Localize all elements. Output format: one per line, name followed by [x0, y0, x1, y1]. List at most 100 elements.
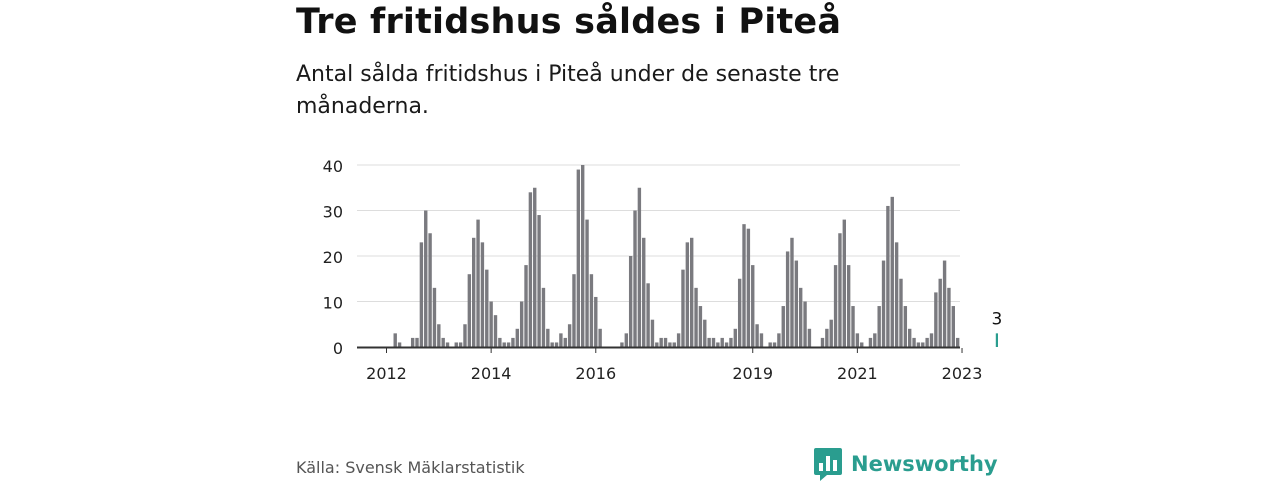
- bar: [694, 287, 698, 347]
- bar: [594, 296, 598, 347]
- bar: [755, 324, 759, 347]
- bar: [598, 328, 602, 347]
- bar: [663, 337, 668, 347]
- bar: [432, 287, 437, 347]
- bar: [916, 342, 921, 347]
- bar: [472, 237, 476, 347]
- bar: [851, 306, 855, 347]
- bar: [576, 169, 581, 347]
- bar: [541, 287, 546, 347]
- axis-labels: 0 10 20 30 40 3 2012 2014 2016 2019 2021 2023: [323, 157, 1003, 383]
- bar: [838, 233, 842, 347]
- bar: [585, 219, 589, 347]
- bar: [589, 274, 594, 347]
- bar: [480, 242, 485, 347]
- bar: [899, 278, 903, 347]
- source-note: Källa: Svensk Mäklarstatistik: [296, 458, 525, 477]
- bar: [707, 337, 711, 347]
- bar: [746, 228, 751, 347]
- y-tick-label: 20: [323, 248, 343, 267]
- bar: [947, 287, 951, 347]
- bar: [554, 342, 559, 347]
- bar: [716, 342, 720, 347]
- bar: [454, 342, 458, 347]
- bar: [537, 215, 541, 347]
- y-tick-label: 30: [323, 203, 343, 222]
- chart-subtitle: Antal sålda fritidshus i Piteå under de …: [296, 62, 840, 119]
- bar: [650, 319, 655, 347]
- x-tick-label: 2012: [366, 364, 407, 383]
- bar: [646, 283, 650, 347]
- bar: [567, 324, 572, 347]
- bar: [685, 242, 690, 347]
- bar: [620, 342, 624, 347]
- bar: [559, 333, 563, 347]
- bar: [659, 337, 663, 347]
- bar: [550, 342, 554, 347]
- bar: [890, 196, 894, 347]
- brand-name: Newsworthy: [851, 452, 998, 476]
- bar: [624, 333, 628, 347]
- brand-logo: Newsworthy: [813, 446, 998, 482]
- bar: [820, 337, 825, 347]
- x-tick-label: 2014: [471, 364, 512, 383]
- bar: [772, 342, 777, 347]
- y-tick-label: 10: [323, 294, 343, 313]
- bar: [506, 342, 511, 347]
- bar: [485, 269, 489, 347]
- bar: [955, 337, 960, 347]
- bar: [825, 328, 829, 347]
- bar: [729, 337, 733, 347]
- bar: [493, 315, 498, 347]
- bar: [458, 342, 463, 347]
- x-tick-label: 2016: [575, 364, 616, 383]
- bar: [533, 187, 537, 347]
- bar: [672, 342, 676, 347]
- bar: [794, 260, 799, 347]
- highlight-bar: [995, 333, 998, 347]
- bar: [676, 333, 681, 347]
- bar: [724, 342, 729, 347]
- bar: [519, 301, 524, 347]
- bar: [419, 242, 424, 347]
- bar: [476, 219, 480, 347]
- bar: [703, 319, 707, 347]
- bar: [445, 342, 450, 347]
- bar: [637, 187, 642, 347]
- bar: [410, 337, 415, 347]
- bar: [877, 306, 881, 347]
- bar: [785, 251, 790, 347]
- bar: [441, 337, 445, 347]
- bar: [498, 337, 502, 347]
- bar: [655, 342, 659, 347]
- bar: [799, 287, 803, 347]
- bar: [515, 328, 519, 347]
- bar: [846, 265, 851, 347]
- bar: [628, 256, 633, 347]
- bar: [868, 337, 873, 347]
- bar: [415, 337, 419, 347]
- x-tick-label: 2021: [837, 364, 878, 383]
- bar: [873, 333, 877, 347]
- bar: [742, 224, 746, 347]
- bar: [733, 328, 737, 347]
- bar: [489, 301, 493, 347]
- bar: [681, 269, 685, 347]
- bar: [790, 237, 794, 347]
- bar: [524, 265, 528, 347]
- bar: [929, 333, 934, 347]
- bar: [942, 260, 947, 347]
- bar: [711, 337, 716, 347]
- bar: [397, 342, 402, 347]
- bar: [951, 306, 955, 347]
- bar-chart-icon: [814, 448, 842, 481]
- bar: [751, 265, 755, 347]
- y-tick-label: 0: [333, 339, 343, 358]
- bar: [437, 324, 441, 347]
- bar: [428, 233, 432, 347]
- bar: [833, 265, 838, 347]
- bar: [842, 219, 846, 347]
- bar: [668, 342, 672, 347]
- bar: [855, 333, 860, 347]
- bar: [908, 328, 912, 347]
